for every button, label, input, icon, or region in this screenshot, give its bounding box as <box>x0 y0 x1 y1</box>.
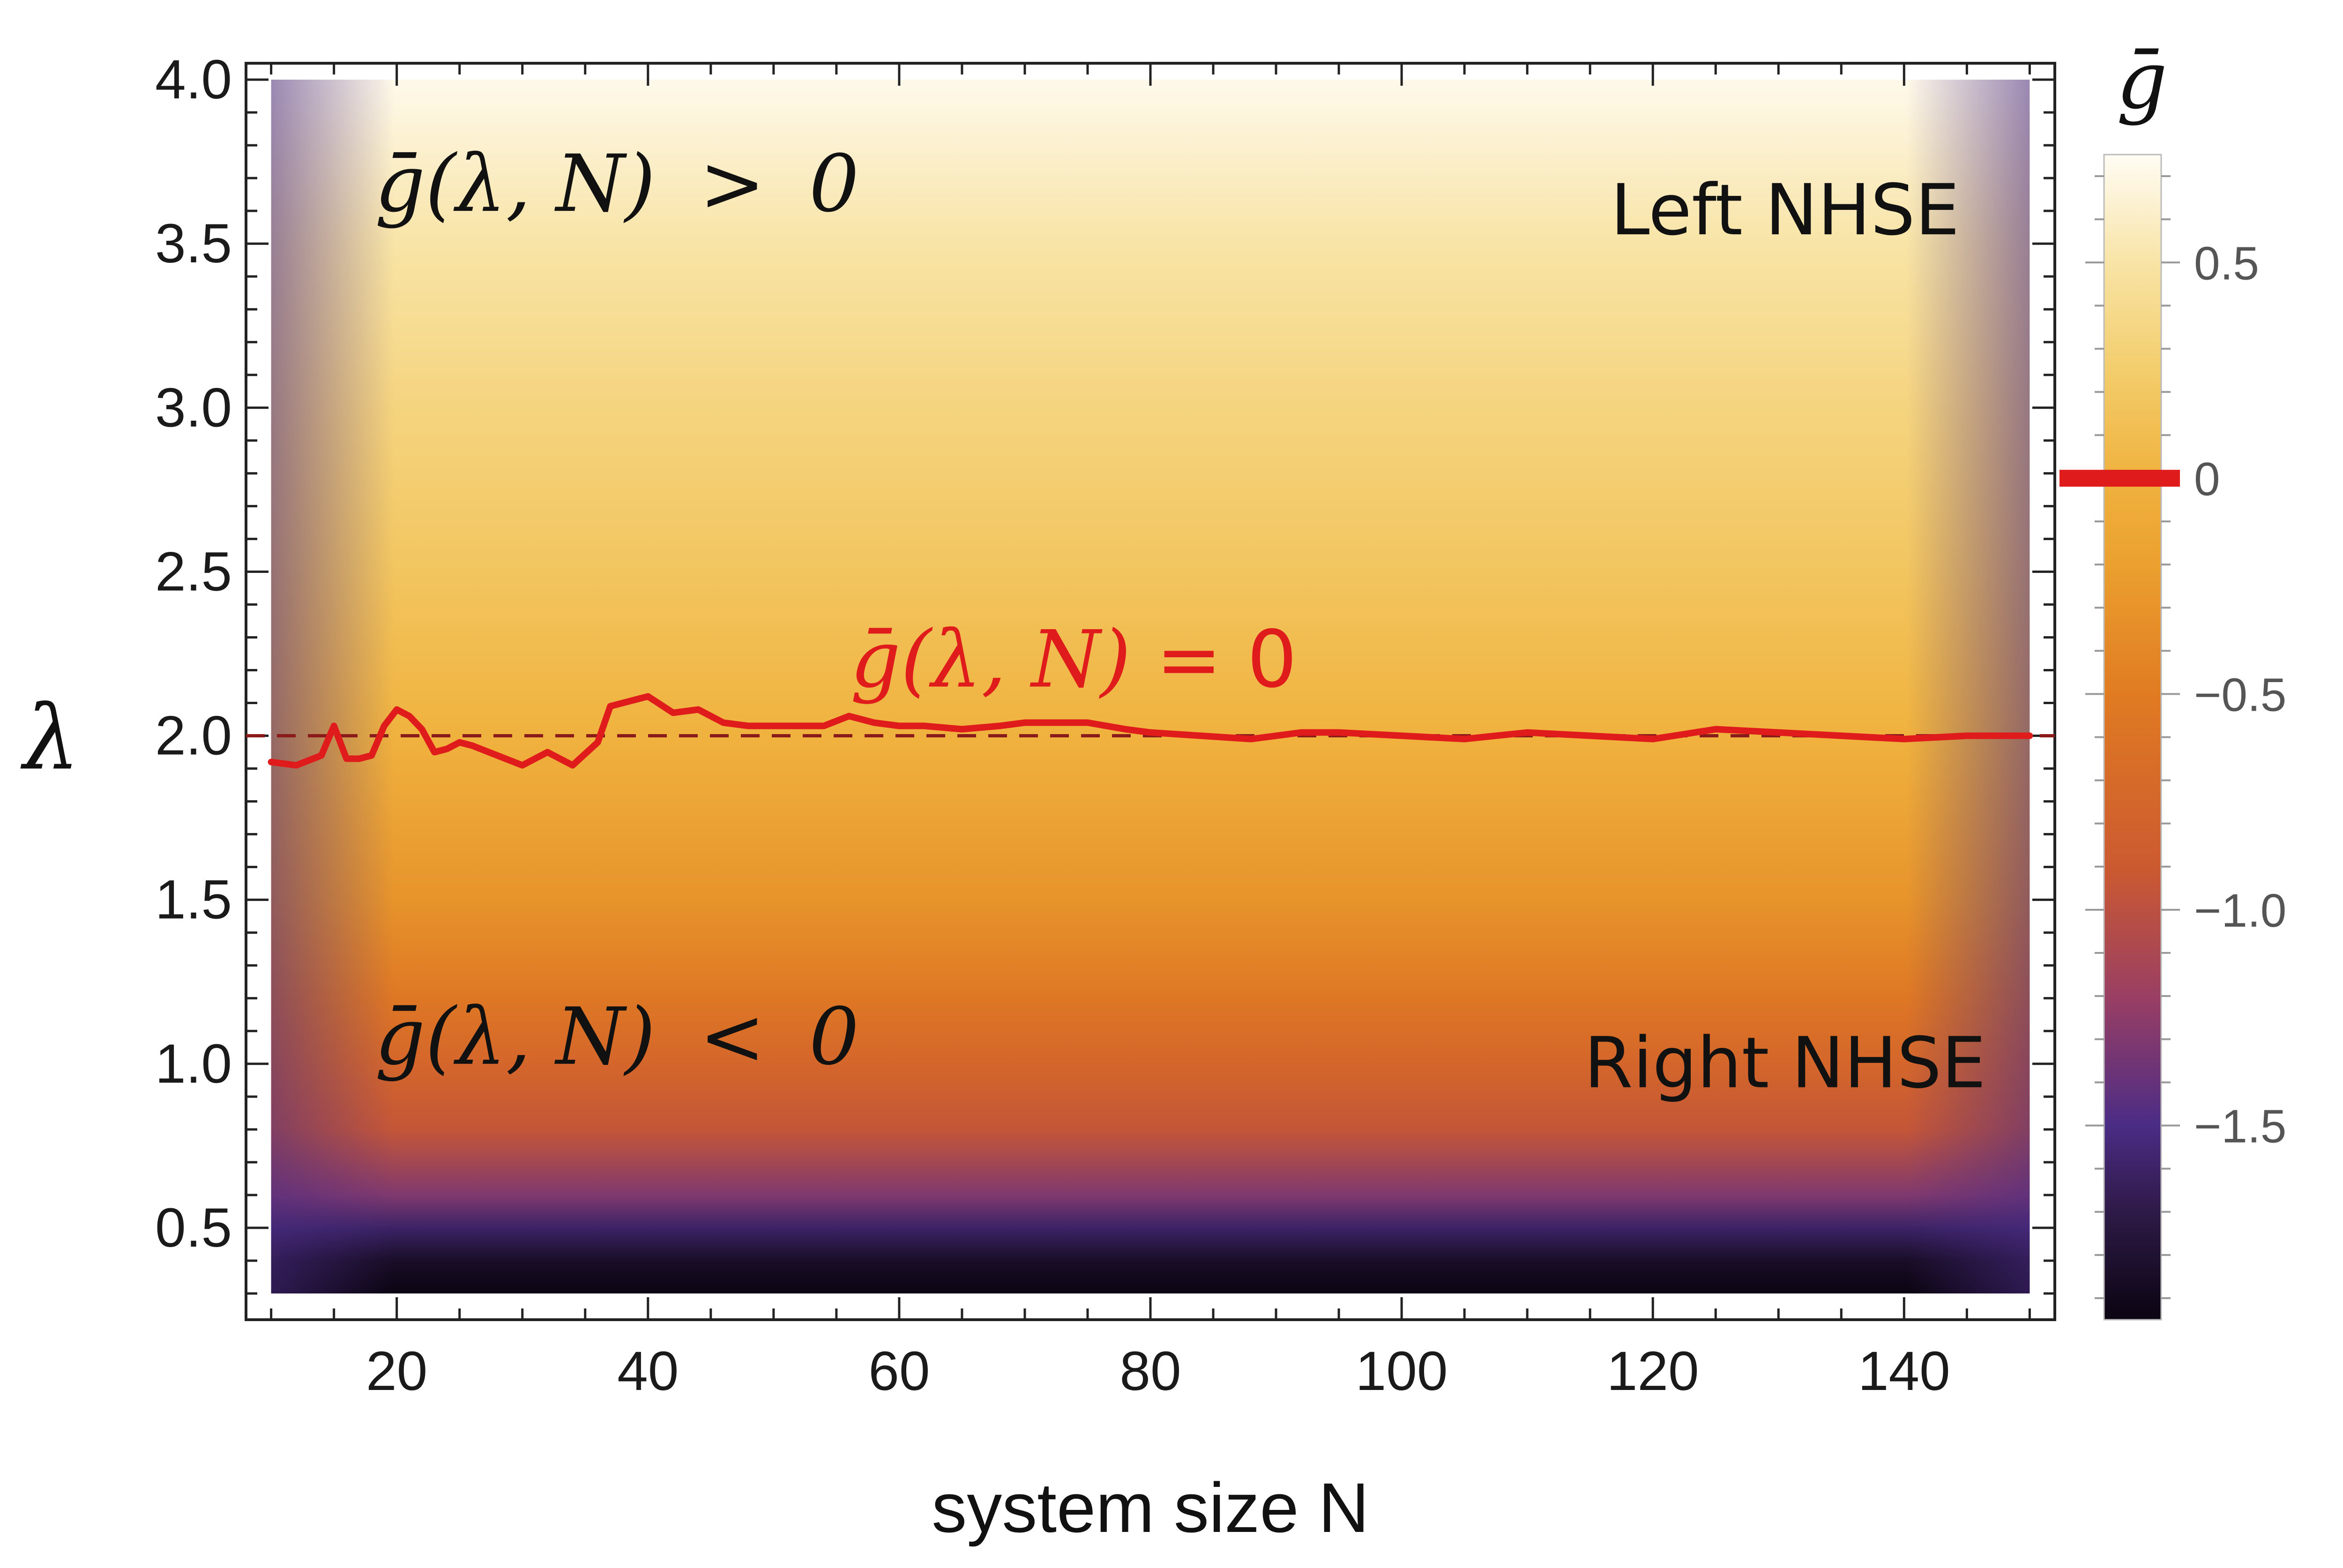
colorbar-tick-label: −1.0 <box>2194 884 2286 937</box>
zero-contour-line <box>268 693 2033 769</box>
x-tick-label: 100 <box>1356 1340 1448 1402</box>
y-tick-labels: 0.5 1.0 1.5 2.0 2.5 3.0 3.5 4.0 <box>155 49 232 1259</box>
colorbar-tick-label: −0.5 <box>2194 669 2286 721</box>
x-tick-label: 140 <box>1858 1340 1950 1402</box>
y-tick-label: 2.5 <box>155 541 232 602</box>
x-tick-label: 60 <box>868 1340 930 1402</box>
annotation-lower-rhs: 0 <box>809 991 859 1083</box>
y-tick-label: 1.0 <box>155 1033 232 1095</box>
annotation-lower-lhs: ḡ(λ, N) <box>375 991 656 1083</box>
y-tick-label: 3.0 <box>155 377 232 438</box>
y-tick-label: 1.5 <box>155 869 232 931</box>
colorbar-title: ḡ <box>2117 34 2168 127</box>
y-tick-label: 0.5 <box>155 1197 232 1259</box>
x-tick-label: 120 <box>1607 1340 1699 1402</box>
annotation-upper-rhs: 0 <box>809 138 859 230</box>
x-tick-label: 20 <box>366 1340 427 1402</box>
y-tick-label: 2.0 <box>155 705 232 767</box>
y-axis-title: λ <box>20 686 80 790</box>
x-tick-label: 40 <box>617 1340 679 1402</box>
colorbar-tick-labels: 0.5 0 −0.5 −1.0 −1.5 <box>2194 237 2286 1152</box>
annotation-lower-condition: ḡ(λ, N) < 0 <box>375 991 859 1083</box>
annotation-right-nhse: Right NHSE <box>1584 1023 1986 1104</box>
x-axis-title: system size N <box>932 1468 1369 1547</box>
annotation-left-nhse: Left NHSE <box>1611 170 1960 251</box>
colorbar-tick-label: 0.5 <box>2194 237 2259 290</box>
x-tick-labels: 20 40 60 80 100 120 140 <box>366 1340 1950 1402</box>
annotation-zero-rhs: 0 <box>1247 613 1297 705</box>
colorbar-tick-label: 0 <box>2194 453 2220 505</box>
y-tick-label: 3.5 <box>155 213 232 275</box>
heatmap-edge-shading <box>271 80 2030 1293</box>
annotation-upper-condition: ḡ(λ, N) > 0 <box>375 138 859 230</box>
colorbar-zero-marker <box>2059 469 2180 487</box>
annotation-lower-op: < <box>699 991 765 1083</box>
axis-ticks <box>246 63 2055 1320</box>
annotation-zero-contour-label: ḡ(λ, N) = 0 <box>851 613 1297 705</box>
annotation-zero-op: = <box>1156 613 1222 705</box>
colorbar-tick-label: −1.5 <box>2194 1100 2286 1153</box>
annotation-upper-op: > <box>699 138 765 230</box>
annotation-zero-lhs: ḡ(λ, N) <box>851 613 1131 705</box>
colorbar <box>2103 154 2162 1321</box>
y-tick-label: 4.0 <box>155 49 232 111</box>
annotation-upper-lhs: ḡ(λ, N) <box>375 138 656 230</box>
x-tick-label: 80 <box>1119 1340 1181 1402</box>
